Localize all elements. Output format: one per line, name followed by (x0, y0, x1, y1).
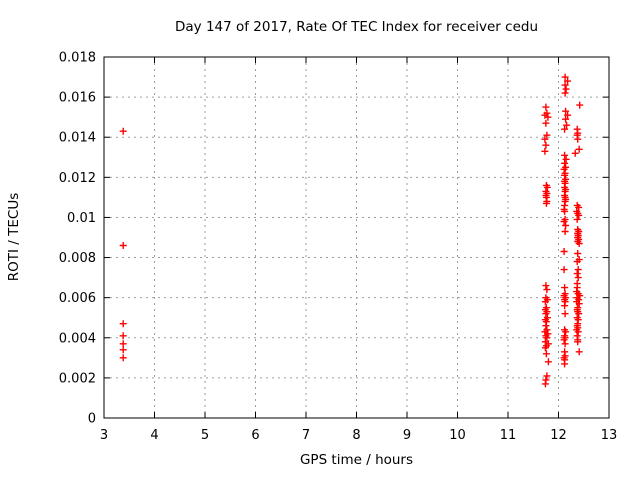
data-point-plus-marker (575, 348, 583, 356)
data-point-plus-marker (544, 113, 552, 121)
data-point-plus-marker (562, 107, 570, 115)
data-point-plus-marker (542, 322, 550, 330)
x-tick-label: 10 (449, 428, 466, 443)
data-point-plus-marker (561, 159, 569, 167)
data-point-plus-marker (561, 360, 569, 368)
data-point-plus-marker (542, 103, 550, 111)
data-point-plus-marker (562, 155, 570, 163)
data-point-plus-marker (542, 282, 550, 290)
data-point-plus-marker (575, 300, 583, 308)
x-tick-label: 12 (550, 428, 567, 443)
data-point-plus-marker (575, 203, 583, 211)
data-point-plus-marker (576, 101, 584, 109)
data-point-plus-marker (573, 215, 581, 223)
data-point-plus-marker (561, 207, 569, 215)
data-point-plus-marker (543, 183, 551, 191)
data-point-plus-marker (573, 270, 581, 278)
chart-title: Day 147 of 2017, Rate Of TEC Index for r… (175, 19, 538, 35)
y-tick-label: 0.014 (59, 131, 96, 146)
y-tick-label: 0.008 (59, 251, 96, 266)
data-point-plus-marker (542, 119, 550, 127)
data-point-plus-marker (561, 89, 569, 97)
data-point-plus-marker (543, 372, 551, 380)
data-point-plus-marker (542, 350, 550, 358)
data-point-plus-marker (541, 344, 549, 352)
x-tick-label: 7 (302, 428, 310, 443)
data-point-plus-marker (561, 302, 569, 310)
y-tick-label: 0.006 (59, 291, 96, 306)
data-point-plus-marker (543, 334, 551, 342)
data-point-plus-marker (564, 111, 572, 119)
data-point-plus-marker (560, 218, 568, 225)
data-point-plus-marker (563, 121, 571, 129)
data-point-plus-marker (560, 165, 568, 173)
data-point-plus-marker (561, 284, 569, 292)
data-point-plus-marker (561, 171, 569, 179)
y-tick-label: 0.018 (59, 51, 96, 66)
data-point-plus-marker (119, 332, 127, 340)
x-tick-label: 5 (201, 428, 209, 443)
data-point-plus-marker (564, 77, 572, 85)
y-tick-label: 0.002 (59, 371, 96, 386)
data-point-plus-marker (119, 354, 127, 362)
data-point-plus-marker (119, 320, 127, 328)
x-tick-label: 8 (352, 428, 360, 443)
x-tick-label: 13 (601, 428, 618, 443)
data-point-plus-marker (543, 131, 551, 139)
data-point-plus-marker (119, 127, 127, 135)
data-point-plus-marker (562, 85, 570, 93)
data-point-plus-marker (560, 336, 568, 344)
x-axis-label: GPS time / hours (299, 452, 414, 468)
data-point-plus-marker (574, 338, 582, 346)
data-point-plus-marker (542, 199, 550, 207)
data-point-plus-marker (573, 258, 581, 266)
data-point-plus-marker (542, 141, 550, 149)
y-tick-label: 0.004 (59, 331, 96, 346)
data-point-plus-marker (119, 346, 127, 354)
data-point-plus-marker (541, 380, 549, 388)
data-point-plus-marker (574, 274, 582, 282)
data-point-plus-marker (119, 340, 127, 348)
y-tick-label: 0.01 (67, 211, 96, 226)
data-point-plus-marker (560, 248, 568, 255)
data-point-plus-marker (562, 222, 570, 229)
x-tick-label: 11 (500, 428, 517, 443)
y-tick-label: 0.016 (59, 91, 96, 106)
data-point-plus-marker (574, 135, 582, 143)
y-tick-label: 0 (88, 412, 96, 427)
data-point-plus-marker (561, 73, 569, 81)
y-tick-label: 0.012 (59, 171, 96, 186)
data-point-plus-marker (561, 340, 569, 348)
data-point-plus-marker (561, 81, 569, 89)
x-tick-label: 3 (100, 428, 108, 443)
data-point-plus-marker (541, 298, 549, 306)
data-point-plus-marker (575, 240, 583, 247)
x-tick-label: 9 (403, 428, 411, 443)
data-point-plus-marker (562, 115, 570, 123)
data-point-plus-marker (575, 310, 583, 318)
data-point-plus-marker (574, 328, 582, 336)
data-point-plus-marker (561, 151, 569, 159)
data-point-plus-marker (541, 147, 549, 155)
data-point-plus-marker (561, 125, 569, 133)
data-point-plus-marker (560, 266, 568, 274)
data-point-plus-marker (574, 266, 582, 274)
data-point-plus-marker (542, 310, 550, 318)
data-point-plus-marker (543, 286, 551, 294)
data-point-plus-marker (561, 228, 569, 235)
data-point-plus-marker (119, 242, 127, 249)
data-point-plus-marker (571, 149, 579, 157)
data-point-plus-marker (574, 250, 582, 257)
x-tick-label: 6 (251, 428, 259, 443)
data-point-plus-marker (541, 135, 549, 143)
data-point-plus-marker (561, 310, 569, 318)
data-point-plus-marker (562, 328, 570, 336)
x-tick-label: 4 (150, 428, 158, 443)
data-point-plus-marker (575, 211, 583, 219)
data-point-plus-marker (575, 145, 583, 153)
data-point-plus-marker (544, 358, 552, 366)
